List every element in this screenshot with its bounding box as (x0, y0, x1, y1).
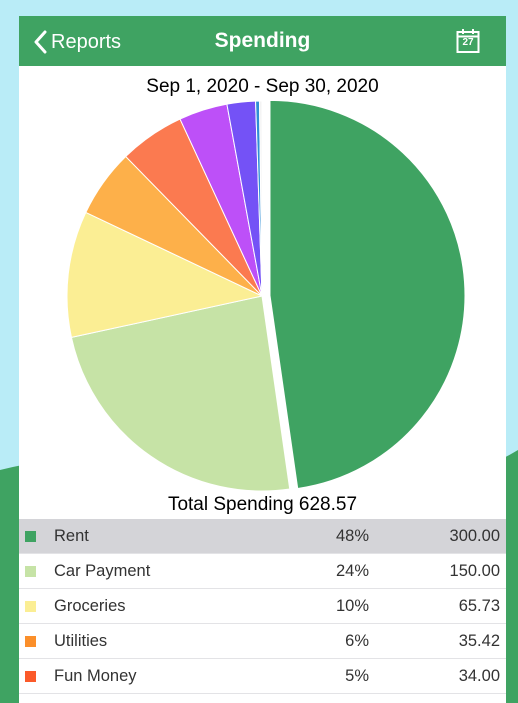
app-screen: Reports Spending 27 Sep 1, 2020 - Sep 30… (19, 16, 506, 703)
category-amount: 35.42 (458, 632, 500, 650)
spending-pie-chart (66, 99, 466, 492)
date-range-label: Sep 1, 2020 - Sep 30, 2020 (146, 76, 379, 97)
back-button-label: Reports (51, 30, 122, 53)
category-table: Rent 48% 300.00 Car Payment 24% 150.00 Groceri… (19, 519, 506, 694)
category-amount: 65.73 (458, 597, 500, 615)
calendar-day-number: 27 (462, 37, 474, 48)
category-name: Utilities (54, 632, 108, 650)
table-row[interactable]: Car Payment 24% 150.00 (19, 554, 506, 589)
category-name: Groceries (54, 597, 126, 615)
category-percent: 5% (345, 667, 369, 685)
category-amount: 300.00 (449, 527, 500, 545)
table-row[interactable]: Groceries 10% 65.73 (19, 589, 506, 624)
pie-slice-groceries[interactable] (66, 211, 264, 339)
chevron-left-icon (34, 30, 47, 54)
navigation-bar: Reports Spending 27 (19, 16, 506, 66)
pie-slice-rent[interactable] (269, 99, 466, 490)
page-title: Spending (214, 29, 311, 52)
back-button[interactable]: Reports (33, 28, 121, 56)
table-row[interactable]: Rent 48% 300.00 (19, 519, 506, 554)
category-percent: 10% (335, 597, 369, 615)
category-amount: 150.00 (449, 562, 500, 580)
category-percent: 24% (335, 562, 369, 580)
pie-slice-8[interactable] (258, 100, 263, 297)
color-swatch (25, 566, 36, 577)
category-name: Fun Money (54, 667, 137, 685)
category-percent: 48% (335, 527, 369, 545)
calendar-button[interactable]: 27 (456, 28, 480, 54)
calendar-icon (456, 29, 480, 53)
category-amount: 34.00 (458, 667, 500, 685)
category-name: Rent (54, 527, 89, 545)
color-swatch (25, 531, 36, 542)
category-name: Car Payment (54, 562, 151, 580)
color-swatch (25, 601, 36, 612)
color-swatch (25, 636, 36, 647)
color-swatch (25, 671, 36, 682)
table-row[interactable]: Utilities 6% 35.42 (19, 624, 506, 659)
total-spending-label: Total Spending 628.57 (167, 494, 358, 515)
pie-slice-car-payment[interactable] (70, 295, 291, 492)
table-row[interactable]: Fun Money 5% 34.00 (19, 659, 506, 694)
category-percent: 6% (345, 632, 369, 650)
